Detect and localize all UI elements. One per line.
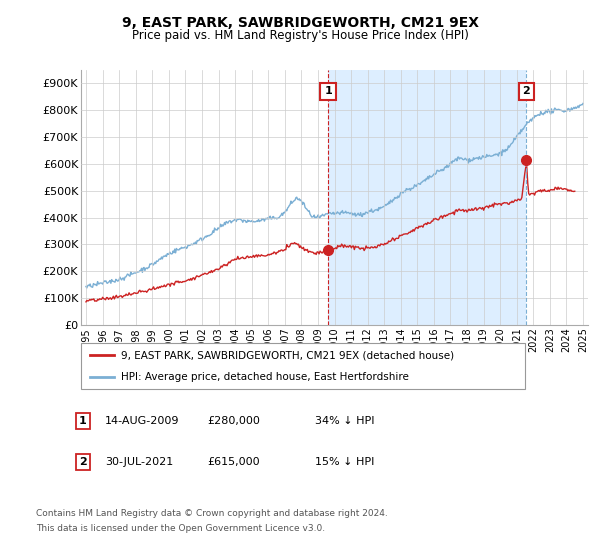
- Text: 30-JUL-2021: 30-JUL-2021: [105, 457, 173, 467]
- Text: 9, EAST PARK, SAWBRIDGEWORTH, CM21 9EX (detached house): 9, EAST PARK, SAWBRIDGEWORTH, CM21 9EX (…: [121, 350, 454, 360]
- Text: £280,000: £280,000: [207, 416, 260, 426]
- Text: 1: 1: [324, 86, 332, 96]
- Text: 15% ↓ HPI: 15% ↓ HPI: [315, 457, 374, 467]
- Text: HPI: Average price, detached house, East Hertfordshire: HPI: Average price, detached house, East…: [121, 372, 409, 382]
- Text: 9, EAST PARK, SAWBRIDGEWORTH, CM21 9EX: 9, EAST PARK, SAWBRIDGEWORTH, CM21 9EX: [121, 16, 479, 30]
- Text: 34% ↓ HPI: 34% ↓ HPI: [315, 416, 374, 426]
- Text: 2: 2: [79, 457, 86, 467]
- Text: This data is licensed under the Open Government Licence v3.0.: This data is licensed under the Open Gov…: [36, 524, 325, 533]
- Text: 2: 2: [523, 86, 530, 96]
- Text: 14-AUG-2009: 14-AUG-2009: [105, 416, 179, 426]
- Text: £615,000: £615,000: [207, 457, 260, 467]
- Text: Contains HM Land Registry data © Crown copyright and database right 2024.: Contains HM Land Registry data © Crown c…: [36, 509, 388, 518]
- Bar: [328, 70, 526, 325]
- Text: 1: 1: [79, 416, 86, 426]
- Text: Price paid vs. HM Land Registry's House Price Index (HPI): Price paid vs. HM Land Registry's House …: [131, 29, 469, 42]
